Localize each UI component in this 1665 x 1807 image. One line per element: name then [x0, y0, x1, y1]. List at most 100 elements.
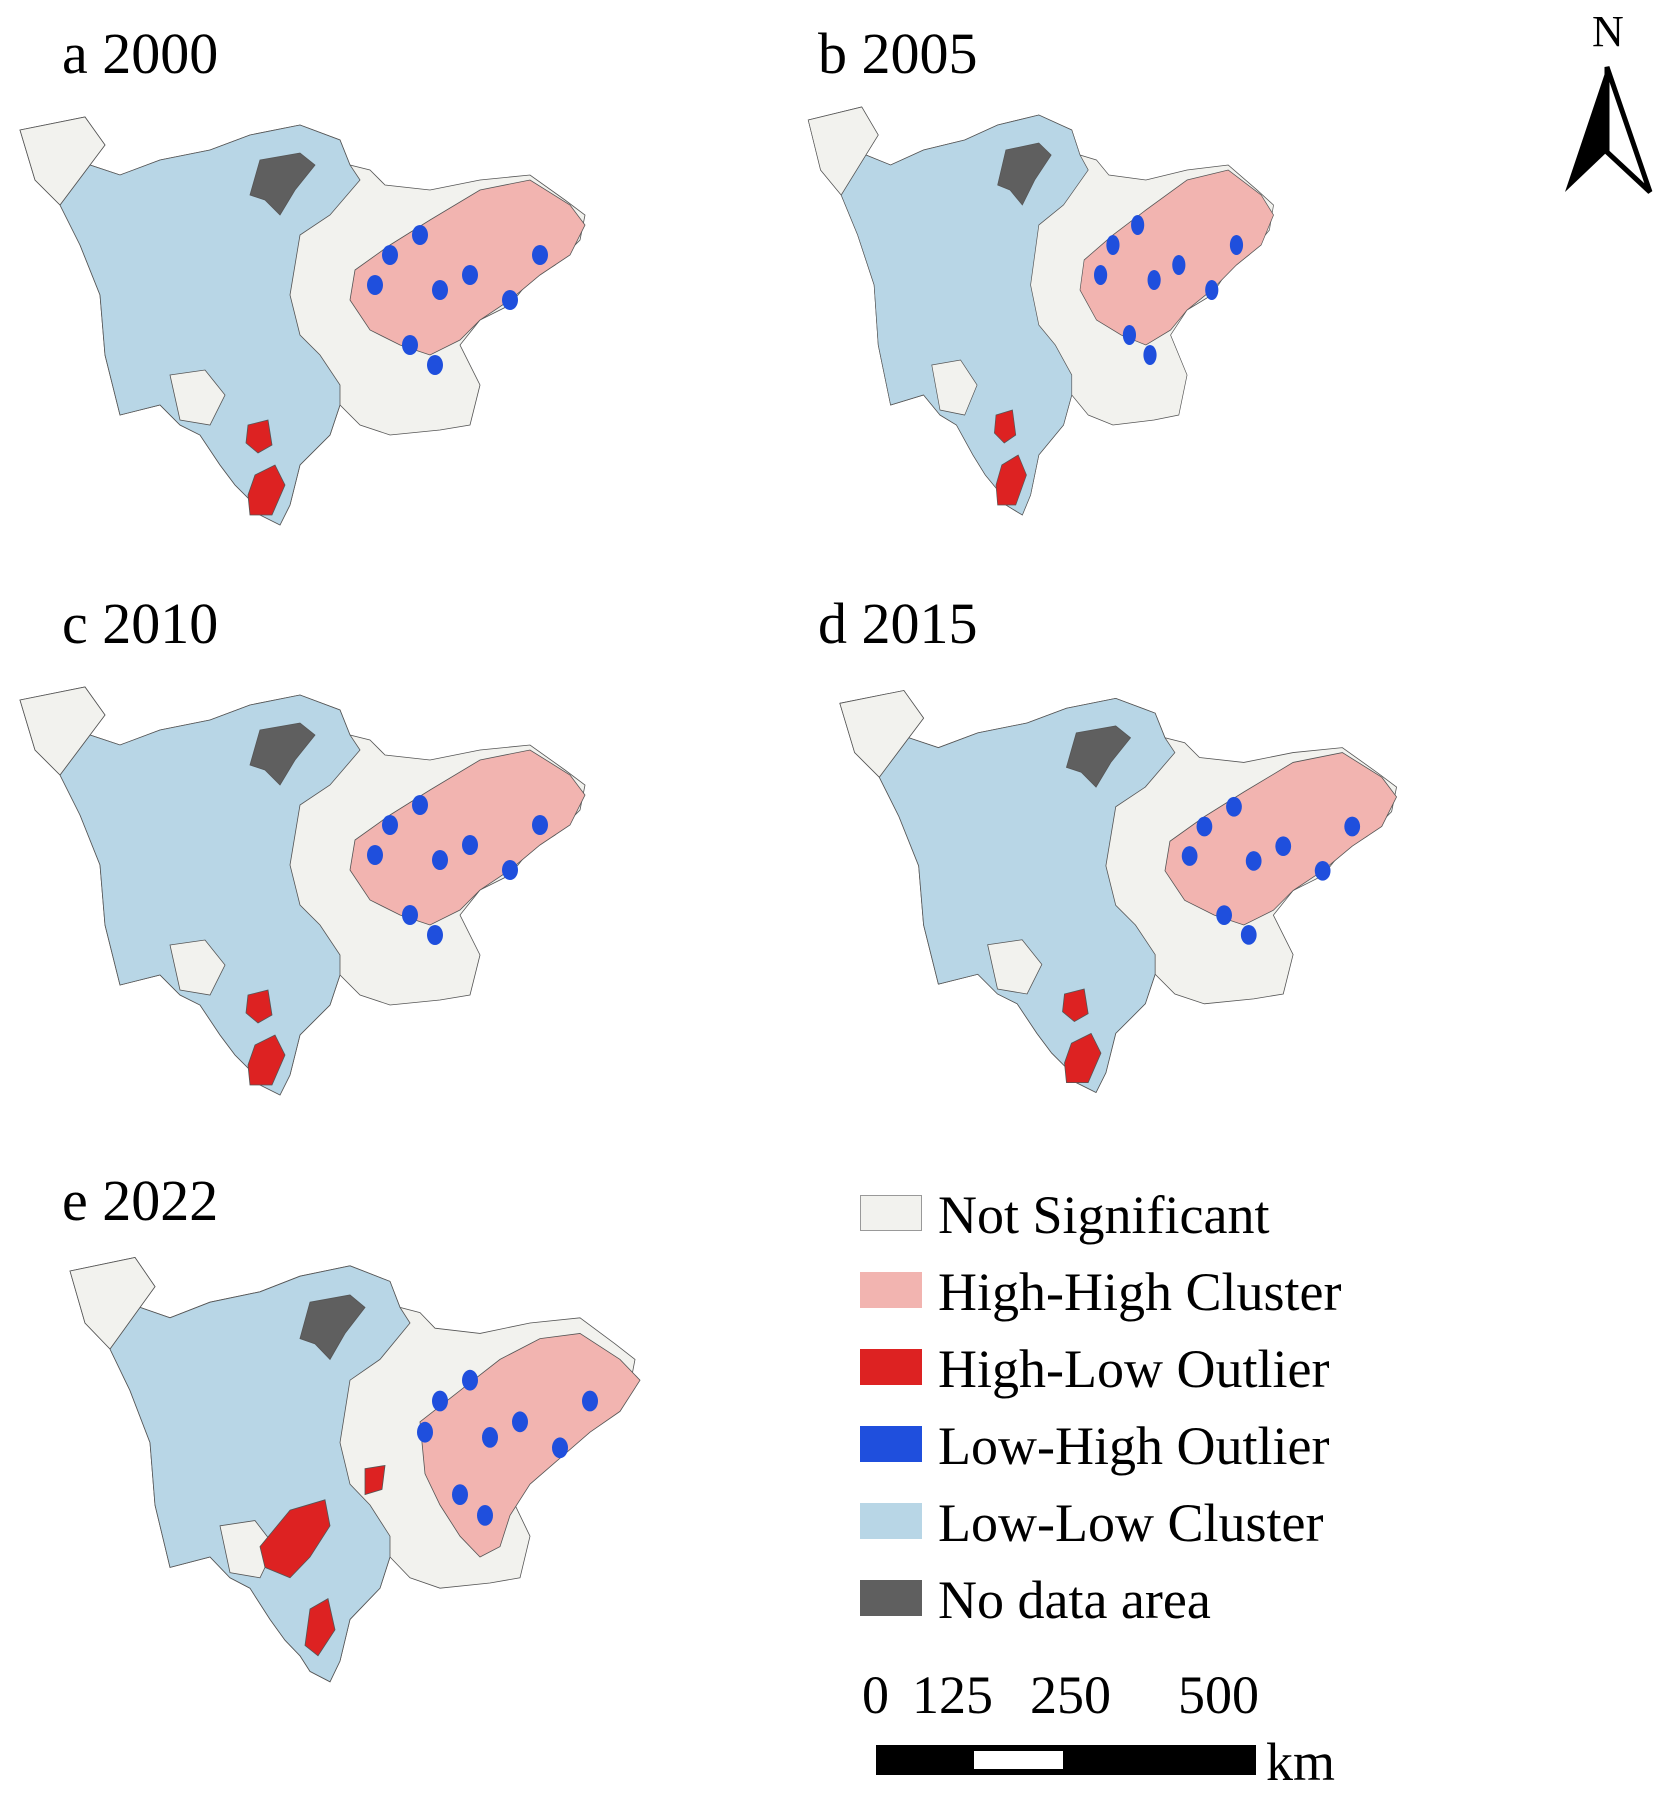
legend-swatch [860, 1349, 922, 1385]
region-low-high-outlier [502, 860, 518, 880]
region-low-high-outlier [432, 850, 448, 870]
legend-label: Not Significant [938, 1185, 1270, 1245]
region-high-high-cluster [419, 1332, 641, 1558]
region-low-high-outlier [1216, 905, 1232, 925]
map-panel-b [807, 106, 1274, 516]
region-high-low-outlier [245, 419, 273, 454]
legend-label: Low-Low Cluster [938, 1493, 1324, 1553]
region-not-significant-sw [931, 359, 978, 416]
region-no-data [1065, 725, 1132, 788]
region-not-significant-sw [169, 939, 226, 996]
region-not-significant-sw [169, 369, 226, 426]
region-low-high-outlier [367, 275, 383, 295]
region-low-high-outlier [382, 245, 398, 265]
region-low-high-outlier [1275, 836, 1292, 857]
region-low-high-outlier [382, 815, 398, 835]
legend-item-low-high: Low-High Outlier [860, 1416, 1420, 1476]
region-low-high-outlier [402, 335, 418, 355]
region-no-data [249, 722, 316, 786]
panel-year: 2010 [102, 591, 219, 656]
region-low-high-outlier [432, 280, 448, 300]
panel-year: 2000 [102, 21, 219, 86]
region-low-low-cluster [59, 124, 361, 526]
region-not-significant-sw [987, 939, 1043, 995]
region-high-low-outlier [245, 989, 273, 1024]
north-arrow-icon [1565, 66, 1653, 194]
scale-tick-500: 500 [1178, 1665, 1259, 1725]
region-low-high-outlier [462, 265, 478, 285]
legend-swatch [860, 1195, 922, 1231]
region-low-high-outlier [532, 245, 548, 265]
region-low-high-outlier [1314, 860, 1331, 881]
north-label: N [1592, 7, 1624, 56]
region-high-low-outlier [364, 1464, 386, 1496]
panel-title-d: d 2015 [818, 595, 978, 653]
region-no-data [299, 1294, 366, 1361]
region-low-low-cluster [840, 114, 1089, 516]
region-high-low-outlier [304, 1597, 336, 1657]
region-low-high-outlier [452, 1484, 468, 1505]
region-low-high-outlier [1094, 265, 1108, 285]
panel-title-a: a 2000 [62, 25, 218, 83]
panel-year: 2005 [861, 21, 978, 86]
region-low-high-outlier [432, 1390, 448, 1412]
panel-letter: a [62, 21, 88, 86]
legend-item-not-significant: Not Significant [860, 1185, 1420, 1245]
legend-label: High-Low Outlier [938, 1339, 1330, 1399]
region-low-high-outlier [1147, 270, 1161, 290]
region-low-high-outlier [1229, 235, 1244, 255]
region-low-high-outlier [477, 1505, 493, 1526]
legend-item-low-low: Low-Low Cluster [860, 1493, 1420, 1553]
region-low-high-outlier [367, 845, 383, 865]
region-low-high-outlier [1181, 846, 1198, 866]
region-low-high-outlier [462, 1369, 478, 1391]
scale-tick-250: 250 [1030, 1665, 1111, 1725]
scale-labels: 0 125 250 500 [860, 1665, 1380, 1725]
legend-item-no-data: No data area [860, 1570, 1420, 1630]
region-low-high-outlier [1143, 345, 1157, 365]
region-not-significant-nw [807, 106, 879, 196]
panel-title-e: e 2022 [62, 1172, 218, 1230]
scale-tick-125: 125 [912, 1665, 993, 1725]
region-low-low-cluster [109, 1265, 411, 1683]
region-high-low-outlier [1062, 988, 1089, 1023]
region-low-low-cluster [59, 694, 361, 1096]
panel-letter: d [818, 591, 847, 656]
region-low-high-outlier [1205, 280, 1219, 300]
region-low-high-outlier [1106, 235, 1120, 255]
region-low-high-outlier [512, 1411, 528, 1433]
region-low-high-outlier [1131, 215, 1145, 235]
region-low-high-outlier [1240, 925, 1257, 945]
map-panel-e [69, 1257, 641, 1683]
panel-letter: c [62, 591, 88, 656]
region-low-high-outlier [582, 1390, 598, 1412]
region-not-significant-nw [69, 1257, 156, 1350]
region-not-significant-nw [19, 116, 106, 206]
scale-bar [876, 1745, 1256, 1775]
region-low-high-outlier [552, 1437, 568, 1459]
region-high-low-outlier [259, 1499, 331, 1579]
panel-year: 2022 [102, 1168, 219, 1233]
legend-swatch [860, 1426, 922, 1462]
region-high-low-outlier [994, 409, 1017, 444]
panel-year: 2015 [861, 591, 978, 656]
region-no-data [997, 142, 1052, 206]
legend-swatch [860, 1272, 922, 1308]
region-low-high-outlier [427, 355, 443, 375]
region-low-low-cluster [878, 697, 1176, 1094]
region-not-significant-nw [839, 690, 925, 778]
region-low-high-outlier [1196, 816, 1213, 837]
region-low-high-outlier [412, 795, 428, 815]
region-low-high-outlier [1122, 325, 1136, 345]
region-low-high-outlier [427, 925, 443, 945]
map-panel-c [19, 686, 586, 1096]
map-panel-d [839, 690, 1398, 1094]
region-low-high-outlier [417, 1421, 433, 1443]
legend-item-high-high: High-High Cluster [860, 1262, 1420, 1322]
map-panel-a [19, 116, 586, 526]
region-high-low-outlier [247, 1034, 286, 1086]
region-high-low-outlier [1064, 1032, 1102, 1084]
region-high-low-outlier [995, 454, 1027, 506]
region-low-high-outlier [1344, 816, 1361, 837]
legend-label: High-High Cluster [938, 1262, 1342, 1322]
